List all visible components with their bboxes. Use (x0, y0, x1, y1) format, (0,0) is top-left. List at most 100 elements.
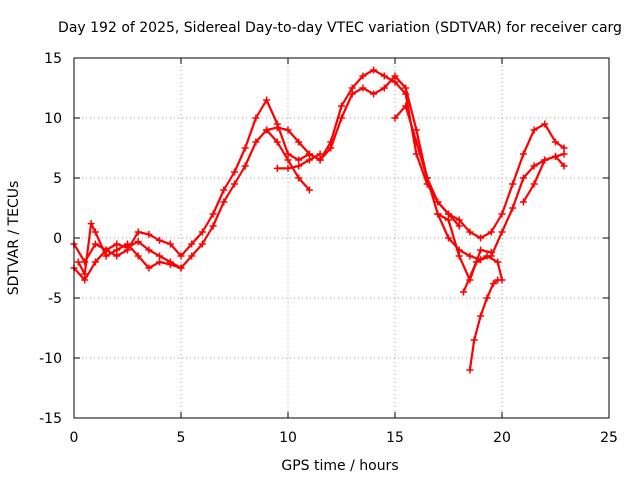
data-point (412, 138, 420, 146)
y-tick-label: -5 (48, 291, 62, 307)
data-point (263, 126, 271, 134)
data-point (370, 90, 378, 98)
data-point (530, 180, 538, 188)
data-point (498, 228, 506, 236)
x-tick-label: 0 (70, 430, 79, 446)
y-tick-label: -10 (39, 351, 62, 367)
x-tick-labels: 0 5 10 15 20 25 (70, 430, 618, 446)
data-point (177, 252, 185, 260)
series-line-arc-9 (393, 104, 461, 228)
data-point (552, 138, 559, 146)
data-point (295, 156, 303, 164)
chart-title: Day 192 of 2025, Sidereal Day-to-day VTE… (58, 20, 622, 36)
y-tick-label: 0 (53, 231, 62, 247)
data-point (166, 260, 174, 268)
data-point (305, 186, 313, 194)
y-tick-label: 5 (53, 171, 62, 187)
data-point (402, 102, 410, 110)
x-tick-label: 25 (600, 430, 618, 446)
data-point (509, 204, 517, 212)
data-point (541, 120, 549, 128)
data-point (359, 72, 367, 80)
data-point (402, 84, 410, 92)
data-point (530, 162, 538, 170)
data-point (519, 150, 527, 158)
data-point (273, 164, 281, 172)
data-point (472, 258, 480, 266)
data-point (494, 276, 502, 284)
data-point (295, 162, 303, 170)
y-axis-title: SDTVAR / TECUs (6, 181, 22, 296)
data-point (423, 174, 431, 182)
data-point (519, 174, 527, 182)
data-point (519, 198, 527, 206)
data-point (284, 164, 292, 172)
y-tick-label: -15 (39, 411, 62, 427)
x-axis-title: GPS time / hours (281, 458, 398, 474)
data-point (188, 252, 196, 260)
data-point (348, 84, 356, 92)
data-point (231, 180, 238, 188)
data-point (391, 114, 399, 122)
data-point (380, 84, 388, 92)
data-point (455, 252, 463, 260)
data-point (102, 252, 110, 260)
data-point (263, 96, 271, 104)
data-point (134, 238, 142, 246)
data-point (483, 294, 491, 302)
data-point (252, 114, 260, 122)
data-point (391, 78, 399, 86)
data-point (434, 198, 442, 206)
data-point (494, 258, 502, 266)
data-point (74, 258, 82, 266)
data-point (113, 246, 121, 254)
ticks (73, 57, 610, 419)
data-point (113, 252, 121, 260)
data-point (487, 228, 495, 236)
series-group (70, 66, 568, 374)
data-point (466, 366, 474, 374)
data-point (295, 138, 303, 146)
data-point (284, 156, 292, 164)
data-point (380, 72, 388, 80)
data-point (166, 240, 174, 248)
data-point (145, 246, 153, 254)
data-point (284, 126, 292, 134)
data-point (220, 186, 228, 194)
data-point (509, 180, 517, 188)
data-point (91, 258, 99, 266)
x-tick-label: 20 (493, 430, 511, 446)
data-point (560, 162, 568, 170)
data-point (560, 144, 568, 152)
x-tick-label: 5 (177, 430, 186, 446)
data-point (209, 210, 217, 218)
data-point (198, 240, 206, 248)
data-point (560, 150, 568, 158)
x-tick-label: 15 (386, 430, 404, 446)
data-point (295, 174, 303, 182)
data-point (459, 288, 467, 296)
series-line-arc-6 (436, 212, 493, 282)
data-point (359, 84, 367, 92)
data-point (455, 222, 463, 230)
data-point (466, 252, 474, 260)
data-point (113, 240, 121, 248)
data-point (156, 236, 164, 244)
series-line-arc-10 (522, 155, 566, 204)
data-point (305, 150, 313, 158)
data-point (477, 234, 485, 242)
data-point (156, 252, 164, 260)
data-point (252, 138, 260, 146)
data-point (489, 280, 497, 288)
data-point (470, 336, 478, 344)
data-point (412, 150, 420, 158)
data-point (338, 114, 345, 122)
data-point (91, 228, 99, 236)
data-point (273, 124, 281, 132)
data-point (327, 144, 335, 152)
data-point (338, 102, 345, 110)
series-line-arc-2 (72, 74, 566, 270)
series-line-arc-8 (468, 278, 499, 372)
data-point (412, 126, 420, 134)
data-point (91, 240, 99, 248)
